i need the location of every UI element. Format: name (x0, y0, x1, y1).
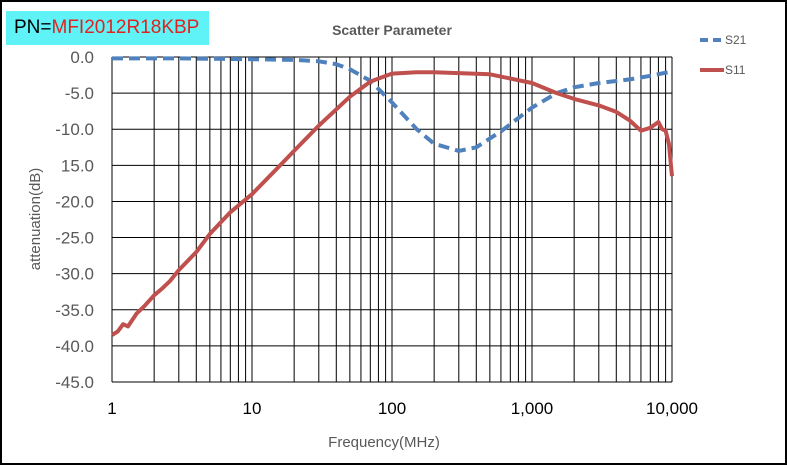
series-line-s11 (110, 70, 674, 337)
y-tick-label: -20.0 (55, 192, 94, 211)
chart-title: Scatter Parameter (332, 22, 452, 38)
y-tick-label: -10.0 (55, 120, 94, 139)
y-tick-label: -25.0 (55, 229, 94, 248)
y-tick-label: -40.0 (55, 337, 94, 356)
x-tick-label: 1 (107, 399, 116, 418)
y-tick-label: 15.0 (61, 156, 94, 175)
y-tick-label: -30.0 (55, 265, 94, 284)
y-tick-label: -45.0 (55, 373, 94, 392)
y-axis-title: attenuation(dB) (27, 168, 44, 271)
legend-label-s11: S11 (725, 63, 746, 77)
y-tick-label: -35.0 (55, 301, 94, 320)
x-tick-label: 100 (378, 399, 406, 418)
x-axis-title: Frequency(MHz) (328, 434, 440, 451)
series-line-s21 (112, 56, 673, 153)
x-tick-label: 1,000 (511, 399, 554, 418)
y-tick-label: -5.0 (65, 84, 94, 103)
part-number-value: MFI2012R18KBP (51, 17, 200, 38)
part-number-label: PN=MFI2012R18KBP (6, 11, 209, 45)
legend-label-s21: S21 (725, 33, 747, 47)
y-tick-label: 0.0 (70, 48, 94, 67)
x-tick-label: 10,000 (646, 399, 698, 418)
x-tick-label: 10 (243, 399, 262, 418)
part-number-prefix: PN= (14, 17, 52, 38)
